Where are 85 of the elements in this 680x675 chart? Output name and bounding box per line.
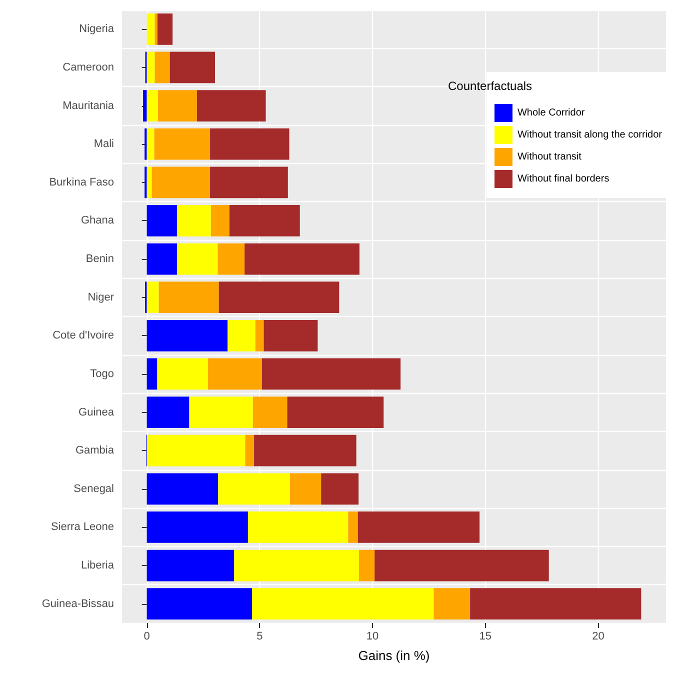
bar xyxy=(234,550,360,582)
x-tick-label: 20 xyxy=(592,630,604,642)
bar xyxy=(210,128,290,160)
bar xyxy=(218,243,245,275)
bar xyxy=(157,358,208,390)
bar xyxy=(210,166,288,198)
y-tick-label: Mauritania xyxy=(62,100,115,112)
bar xyxy=(146,358,158,390)
bar xyxy=(229,205,300,236)
y-tick-label: Togo xyxy=(90,368,114,380)
bar xyxy=(146,588,252,620)
bar xyxy=(177,205,211,236)
bar xyxy=(264,320,318,352)
y-tick-label: Burkina Faso xyxy=(49,176,114,188)
bar xyxy=(146,166,152,198)
legend-label: Without transit xyxy=(517,152,582,162)
bar xyxy=(146,243,178,275)
bar xyxy=(152,166,210,198)
bar xyxy=(146,550,234,582)
bar xyxy=(248,512,348,543)
bar xyxy=(146,473,218,505)
bar xyxy=(154,13,158,45)
bar xyxy=(146,320,228,352)
bar xyxy=(321,473,359,505)
bar xyxy=(142,90,147,122)
bar xyxy=(158,282,219,314)
y-tick-label: Guinea-Bissau xyxy=(42,598,114,610)
y-tick-label: Gambia xyxy=(75,444,115,457)
bar xyxy=(255,320,264,352)
bar xyxy=(290,473,322,505)
bar xyxy=(210,205,230,236)
y-tick-label: Nigeria xyxy=(79,23,115,36)
y-tick-label: Cameroon xyxy=(62,61,114,74)
bar xyxy=(262,358,401,390)
bar xyxy=(146,434,246,466)
x-axis-title: Gains (in %) xyxy=(358,648,430,663)
bar xyxy=(245,434,254,466)
legend-title: Counterfactuals xyxy=(448,79,532,93)
bar xyxy=(218,473,290,505)
x-tick-label: 10 xyxy=(366,630,379,642)
legend-label: Without final borders xyxy=(517,174,610,184)
bar xyxy=(157,13,173,45)
bar xyxy=(218,282,340,314)
bar xyxy=(244,243,360,275)
bar xyxy=(146,90,158,122)
bar xyxy=(374,550,549,582)
bar xyxy=(154,128,210,160)
bar xyxy=(158,90,197,122)
legend-label: Without transit along the corridor xyxy=(517,130,663,140)
y-tick-label: Guinea xyxy=(78,406,115,418)
bar xyxy=(358,512,480,543)
bar xyxy=(146,282,159,314)
bar xyxy=(146,128,154,160)
y-tick-label: Liberia xyxy=(80,560,115,572)
bar xyxy=(434,588,470,620)
bar xyxy=(359,550,375,582)
legend-label: Whole Corridor xyxy=(517,108,586,118)
bar xyxy=(146,205,178,236)
bar xyxy=(146,512,248,543)
bar xyxy=(154,52,170,84)
bar xyxy=(196,90,266,122)
y-tick-label: Sierra Leone xyxy=(51,521,114,534)
bar xyxy=(208,358,262,390)
bar xyxy=(228,320,256,352)
y-tick-label: Mali xyxy=(94,138,114,150)
bar xyxy=(348,512,358,543)
x-tick-label: 5 xyxy=(256,630,263,642)
bar xyxy=(146,396,190,428)
y-tick-label: Cote d'Ivoire xyxy=(52,330,114,342)
bar xyxy=(170,52,215,84)
bar xyxy=(146,13,155,45)
bar xyxy=(252,396,288,428)
bar xyxy=(287,396,384,428)
y-tick-label: Benin xyxy=(86,253,114,266)
x-tick-label: 15 xyxy=(479,630,492,642)
x-tick-label: 0 xyxy=(144,630,150,642)
y-tick-label: Senegal xyxy=(74,482,114,495)
y-tick-label: Ghana xyxy=(80,214,115,227)
bar xyxy=(254,434,356,466)
bar xyxy=(146,52,155,84)
y-tick-label: Niger xyxy=(88,291,114,304)
bar xyxy=(470,588,642,620)
bar xyxy=(189,396,253,428)
bar xyxy=(177,243,218,275)
bar xyxy=(252,588,434,620)
